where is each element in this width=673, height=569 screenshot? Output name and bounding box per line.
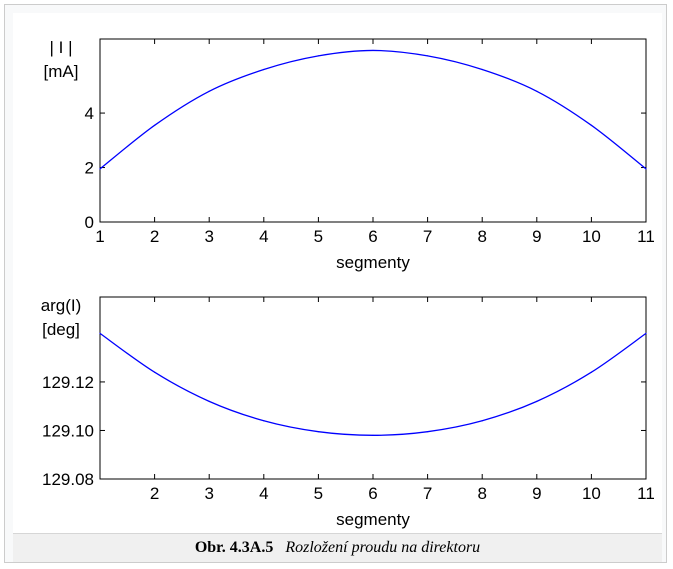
chart2-data-point [99,332,101,334]
chart2-x-tick-label: 5 [314,484,323,503]
chart1-data-point [263,68,265,71]
chart2-data-point [263,420,265,422]
chart2-x-tick-label: 6 [368,484,377,503]
chart1-data-point [590,124,593,126]
chart1-data-point [372,49,374,52]
chart1-data-point [645,168,647,170]
chart1-data-point [99,168,101,170]
chart2-y-label-line2: [deg] [42,320,80,339]
chart2-x-tick-label: 4 [259,484,268,503]
chart2-y-tick-label: 129.10 [42,421,94,440]
chart1-x-tick-label: 8 [477,227,486,246]
caption-label: Obr. 4.3A.5 [194,539,274,556]
chart2-y-tick-label: 129.12 [42,373,94,392]
chart2-y-tick-label: 129.08 [42,470,94,489]
chart2-data-point [154,371,156,373]
chart1-x-tick-label: 9 [532,227,541,246]
chart2-data-point [208,400,210,402]
chart2-data-point [481,420,483,422]
chart1-y-tick-label: 4 [85,104,94,123]
chart1-plot-box [99,38,647,223]
figure-frame: 1 2 3 4 5 6 7 8 9 10 11 0 2 4 | I | [mA] segmenty 2 3 4 5 6 7 8… [4,4,667,563]
chart1-data-point [536,90,538,92]
chart2-data-point [590,371,593,373]
chart1-x-tick-label: 5 [314,227,323,246]
chart1-x-tick-label: 1 [95,227,104,246]
chart2-x-tick-label: 7 [423,484,432,503]
figure-caption: Obr. 4.3A.5 Rozložení proudu na direktor… [13,533,662,562]
chart1-x-tick-label: 3 [204,227,213,246]
chart1-x-label: segmenty [336,253,410,272]
figure-area: 1 2 3 4 5 6 7 8 9 10 11 0 2 4 | I | [mA] segmenty 2 3 4 5 6 7 8… [13,13,662,533]
chart1-data-point [481,68,483,71]
chart2-data-point [317,431,319,433]
chart1-data-point [154,124,156,126]
chart2-x-tick-label: 8 [477,484,486,503]
chart1-y-tick-label: 2 [85,159,94,178]
chart2-data-point [427,431,429,433]
chart1-x-tick-label: 4 [259,227,268,246]
chart2-data-point [372,434,374,436]
chart1-x-tick-label: 2 [150,227,159,246]
chart1-data-point [317,55,319,57]
chart1-x-tick-label: 7 [423,227,432,246]
charts-svg: 1 2 3 4 5 6 7 8 9 10 11 0 2 4 | I | [mA] segmenty 2 3 4 5 6 7 8… [41,38,655,529]
chart2-x-tick-label: 2 [150,484,159,503]
chart2-y-label-line1: arg(I) [41,296,82,315]
chart1-x-tick-label: 10 [582,227,601,246]
chart1-y-label-line2: [mA] [44,62,79,81]
chart2-x-label: segmenty [336,510,410,529]
chart2-x-tick-label: 11 [637,484,655,503]
chart2-x-tick-label: 3 [204,484,213,503]
chart1-data-point [208,90,210,92]
chart2-plot-box [99,296,647,480]
chart1-y-label-line1: | I | [49,38,72,57]
chart1-y-tick-label: 0 [85,213,94,232]
chart2-x-tick-label: 9 [532,484,541,503]
chart1-x-tick-label: 11 [637,227,655,246]
chart1-data-point [427,55,429,57]
chart2-data-point [536,400,538,402]
chart2-x-tick-label: 10 [582,484,601,503]
chart2-data-point [645,332,647,334]
chart1-x-tick-label: 6 [368,227,377,246]
caption-text: Rozložení proudu na direktoru [285,539,481,556]
